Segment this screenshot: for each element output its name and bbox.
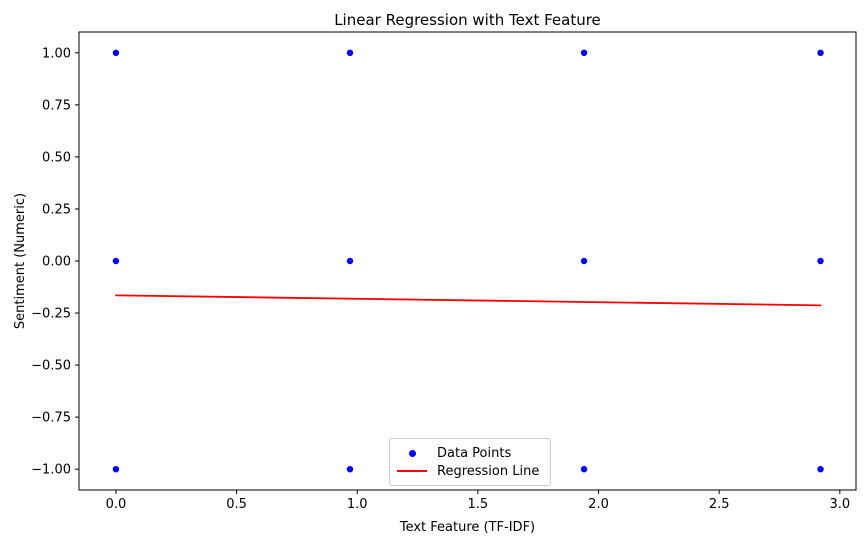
data-point	[580, 257, 588, 265]
x-tick-label: 0.0	[106, 497, 127, 512]
x-tick-label: 1.0	[347, 497, 368, 512]
data-point	[580, 465, 588, 473]
data-point	[817, 465, 824, 473]
y-tick-label: 0.50	[42, 150, 71, 165]
data-point	[817, 257, 824, 265]
x-tick-label: 2.5	[709, 497, 730, 512]
plot-border	[78, 31, 857, 491]
legend-item-data-points: Data Points	[397, 445, 541, 462]
legend-handle	[397, 449, 427, 457]
data-point	[112, 257, 120, 265]
data-point	[346, 257, 354, 265]
x-axis-label: Text Feature (TF-IDF)	[399, 520, 536, 535]
y-tick-label: −0.75	[31, 411, 71, 426]
legend-item-regression-line: Regression Line	[397, 463, 541, 480]
x-tick-label: 3.0	[829, 497, 850, 512]
x-tick-label: 2.0	[588, 497, 609, 512]
data-point	[346, 465, 354, 473]
y-tick-label: −0.25	[31, 307, 71, 322]
y-tick-label: −1.00	[31, 463, 71, 478]
y-tick-label: 0.00	[42, 255, 71, 270]
data-point	[112, 465, 120, 473]
legend: Data Points Regression Line	[389, 438, 551, 486]
y-tick-label: 0.75	[42, 98, 71, 113]
y-axis-label: Sentiment (Numeric)	[13, 192, 28, 330]
y-tick-label: 0.25	[42, 202, 71, 217]
legend-label: Data Points	[437, 445, 512, 461]
x-tick-label: 0.5	[226, 497, 247, 512]
line-marker-icon	[397, 470, 427, 472]
chart-title: Linear Regression with Text Feature	[334, 11, 601, 29]
data-point	[817, 49, 824, 57]
legend-label: Regression Line	[437, 463, 540, 479]
scatter-marker-icon	[408, 449, 416, 457]
legend-handle	[397, 470, 427, 472]
data-point	[112, 49, 120, 57]
data-point	[346, 49, 354, 57]
y-tick-label: −0.50	[31, 359, 71, 374]
x-tick-label: 1.5	[468, 497, 489, 512]
regression-line	[115, 294, 822, 307]
data-point	[580, 49, 588, 57]
y-tick-label: 1.00	[42, 46, 71, 61]
